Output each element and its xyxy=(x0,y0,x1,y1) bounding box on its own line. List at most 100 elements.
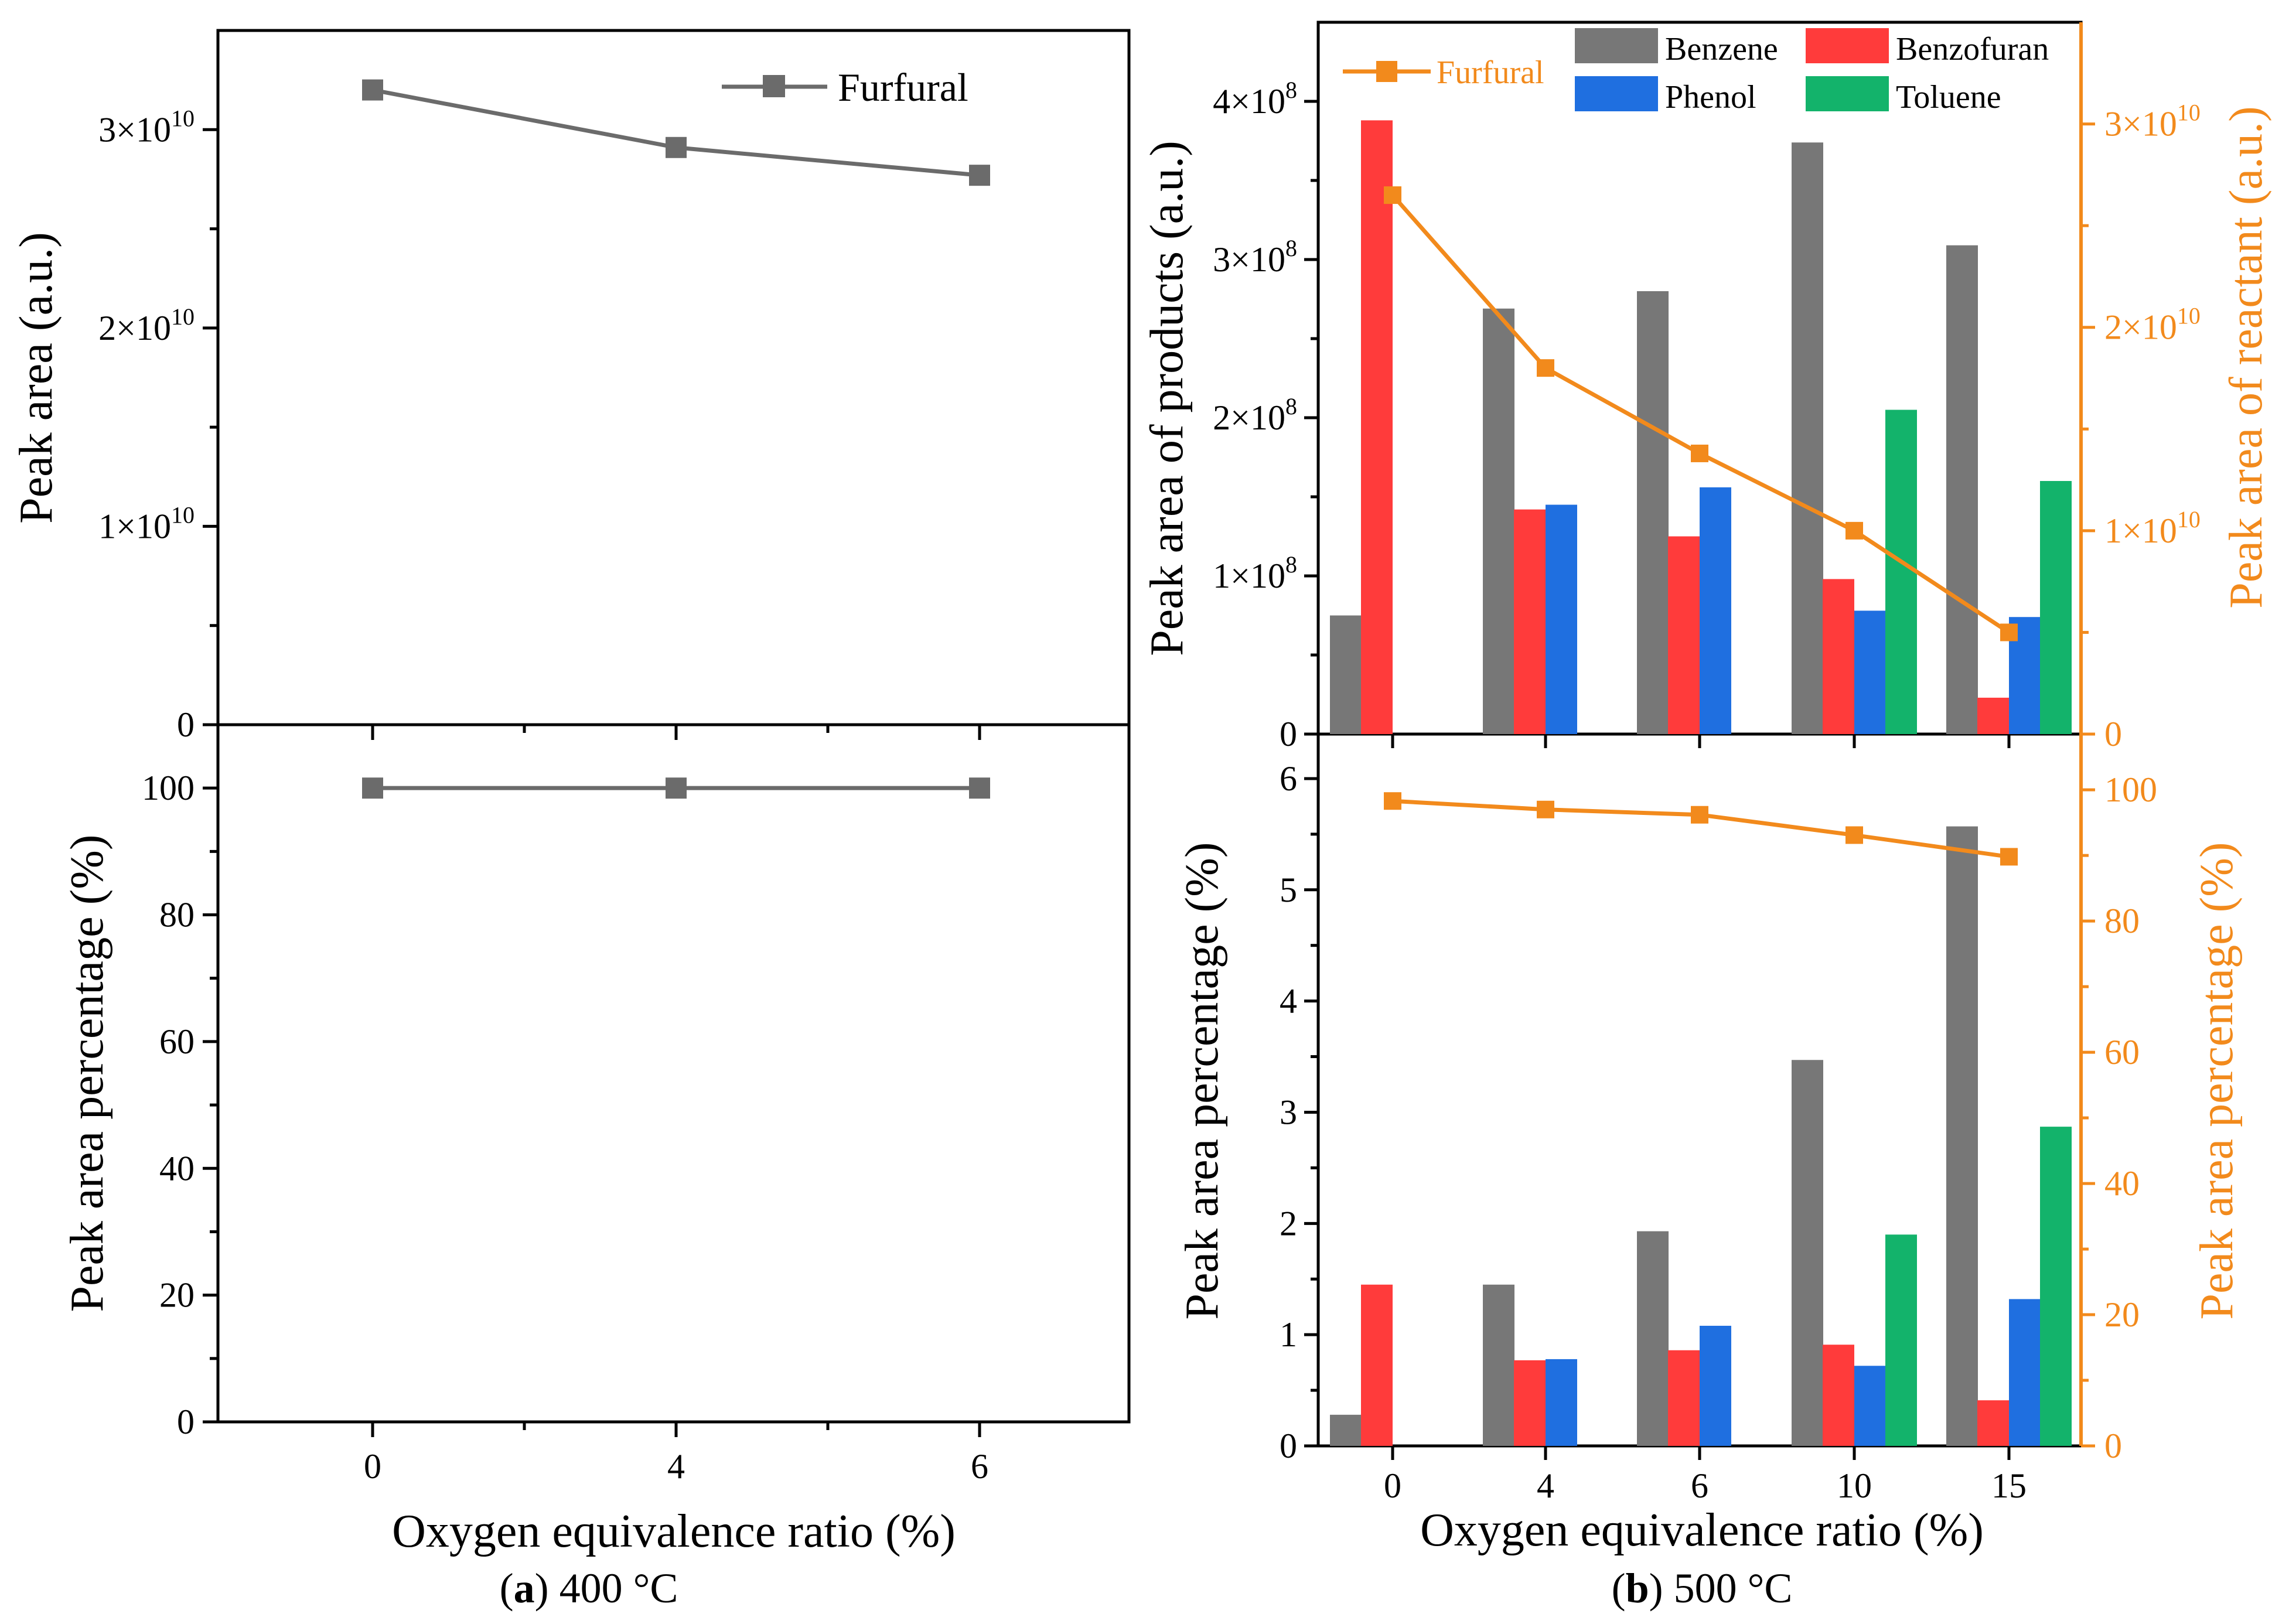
b-bottom-ytick-right-label: 80 xyxy=(2104,902,2140,940)
legend-toluene-label: Toluene xyxy=(1896,79,2001,115)
b-bottom-ytick-right-label: 20 xyxy=(2104,1295,2140,1334)
b-xtick-label: 15 xyxy=(1991,1466,2027,1505)
b-top-furfural-marker xyxy=(1537,359,1554,377)
panel-b-caption: (b) 500 °C xyxy=(1612,1565,1793,1612)
b-top-bar-benzofuran xyxy=(1977,697,2009,734)
a-top-furfural-marker xyxy=(666,137,687,158)
a-bottom-furfural-marker xyxy=(666,777,687,799)
b-top-bar-benzofuran xyxy=(1823,579,1854,734)
b-bottom-ytick-left-label: 5 xyxy=(1280,871,1297,909)
a-bottom-ytick-label: 100 xyxy=(142,769,195,807)
b-top-bar-phenol xyxy=(1700,487,1731,734)
b-top-ytick-left-label: 0 xyxy=(1280,715,1297,753)
legend-furfural-marker xyxy=(763,75,785,97)
b-bottom-ytick-left-label: 0 xyxy=(1280,1427,1297,1465)
panel-a-bottom-series xyxy=(362,777,990,799)
panel-b-legend: Furfural Benzene Benzofuran Phenol Tolue… xyxy=(1343,28,2049,115)
b-bottom-ytick-left-label: 3 xyxy=(1280,1093,1297,1131)
a-bottom-furfural-marker xyxy=(969,777,990,799)
b-xtick-label: 10 xyxy=(1837,1466,1872,1505)
a-bottom-ytick-label: 80 xyxy=(159,896,195,934)
legend-b-furfural-marker xyxy=(1376,61,1397,82)
panel-a-bottom-ylabel: Peak area percentage (%) xyxy=(62,835,113,1312)
b-bottom-ytick-left-label: 6 xyxy=(1280,759,1297,798)
b-top-bar-phenol xyxy=(1546,504,1577,734)
b-bottom-ytick-left-label: 2 xyxy=(1280,1204,1297,1243)
b-top-furfural-marker xyxy=(1691,444,1708,462)
panel-b-xlabel: Oxygen equivalence ratio (%) xyxy=(1420,1504,1984,1556)
panel-a-bottom-frame xyxy=(216,723,1131,1424)
b-bottom-ytick-right-label: 60 xyxy=(2104,1033,2140,1072)
b-bottom-bar-phenol xyxy=(1854,1366,1886,1446)
b-bottom-furfural-marker xyxy=(1845,826,1863,844)
b-top-ytick-left-label: 4×108 xyxy=(1213,77,1297,121)
b-bottom-furfural-marker xyxy=(1384,792,1401,810)
b-bottom-bar-benzene xyxy=(1792,1060,1823,1446)
a-bottom-furfural-marker xyxy=(362,777,383,799)
panel-a-caption: (a) 400 °C xyxy=(500,1565,678,1612)
a-bottom-ytick-label: 0 xyxy=(177,1403,195,1441)
b-top-ytick-left-label: 3×108 xyxy=(1213,235,1297,279)
legend-benzofuran-swatch xyxy=(1806,28,1889,63)
a-top-furfural-marker xyxy=(969,165,990,186)
panel-b-top-ylabel-left: Peak area of products (a.u.) xyxy=(1141,141,1193,656)
b-bottom-bar-benzofuran xyxy=(1514,1360,1546,1446)
b-bottom-bar-phenol xyxy=(1700,1325,1731,1446)
b-bottom-bar-benzofuran xyxy=(1668,1350,1700,1446)
b-bottom-bar-benzofuran xyxy=(1977,1400,2009,1446)
a-bottom-ytick-label: 60 xyxy=(159,1022,195,1061)
b-xtick-label: 0 xyxy=(1384,1466,1401,1505)
b-top-bar-benzene xyxy=(1792,142,1823,734)
panel-b-bottom-ylabel-left: Peak area percentage (%) xyxy=(1176,842,1228,1320)
panel-b-top-bars xyxy=(1330,120,2072,734)
panel-b-bottom-bars xyxy=(1330,826,2072,1446)
panel-b-bottom-ylabel-right: Peak area percentage (%) xyxy=(2191,842,2243,1320)
b-bottom-furfural-marker xyxy=(1537,800,1554,818)
b-top-bar-benzene xyxy=(1637,291,1669,734)
b-bottom-ytick-right-label: 100 xyxy=(2104,770,2157,809)
b-top-bar-benzofuran xyxy=(1361,120,1393,734)
legend-phenol-swatch xyxy=(1575,76,1658,111)
b-bottom-bar-phenol xyxy=(1546,1359,1577,1446)
legend-benzene-label: Benzene xyxy=(1665,31,1778,67)
panel-a-top-series xyxy=(362,79,990,186)
panel-b-xticks: 0 4 6 10 15 xyxy=(1384,734,2027,1505)
b-top-furfural-marker xyxy=(1384,186,1401,204)
b-top-bar-benzene xyxy=(1330,615,1362,734)
b-bottom-bar-benzene xyxy=(1483,1284,1514,1446)
b-top-ytick-right-label: 0 xyxy=(2104,715,2122,753)
b-top-ytick-right-label: 2×1010 xyxy=(2104,303,2201,347)
b-bottom-bar-toluene xyxy=(1885,1234,1917,1446)
panel-a-bottom-yticks: 0 20 40 60 80 100 xyxy=(142,769,218,1441)
b-bottom-bar-benzene xyxy=(1330,1414,1362,1446)
b-bottom-bar-phenol xyxy=(2009,1299,2041,1446)
b-bottom-furfural-marker xyxy=(1691,806,1708,824)
b-top-furfural-marker xyxy=(1845,521,1863,540)
a-top-ytick-label: 3×1010 xyxy=(98,105,195,149)
legend-toluene-swatch xyxy=(1806,76,1889,111)
b-top-ytick-left-label: 1×108 xyxy=(1213,551,1297,595)
b-top-bar-benzene xyxy=(1946,245,1978,734)
panel-a-top-ylabel: Peak area (a.u.) xyxy=(11,232,62,523)
b-bottom-bar-benzofuran xyxy=(1823,1345,1854,1446)
b-top-ytick-left-label: 2×108 xyxy=(1213,393,1297,437)
b-top-ytick-right-label: 1×1010 xyxy=(2104,506,2201,550)
b-top-bar-benzofuran xyxy=(1668,536,1700,734)
panel-a-legend: Furfural xyxy=(722,65,968,110)
b-bottom-ytick-left-label: 4 xyxy=(1280,982,1297,1021)
b-top-ytick-right-label: 3×1010 xyxy=(2104,100,2201,144)
a-xtick-label: 4 xyxy=(667,1447,685,1486)
panel-b-top-ylabel-right: Peak area of reactant (a.u.) xyxy=(2220,106,2272,608)
panel-b-top-yticks: 0 1×108 2×108 3×108 4×108 0 1×1010 2×1010 3×1010 xyxy=(1213,77,2201,753)
b-bottom-ytick-right-label: 0 xyxy=(2104,1427,2122,1465)
b-top-bar-phenol xyxy=(1854,610,1886,734)
b-top-bar-benzene xyxy=(1483,308,1514,734)
b-bottom-furfural-marker xyxy=(2000,848,2018,866)
b-bottom-bar-benzene xyxy=(1637,1231,1669,1446)
panel-a-xlabel: Oxygen equivalence ratio (%) xyxy=(392,1506,956,1557)
panel-a-xticks: 0 4 6 xyxy=(364,725,988,1486)
a-top-ytick-label: 1×1010 xyxy=(98,501,195,545)
b-bottom-bar-toluene xyxy=(2040,1127,2072,1446)
